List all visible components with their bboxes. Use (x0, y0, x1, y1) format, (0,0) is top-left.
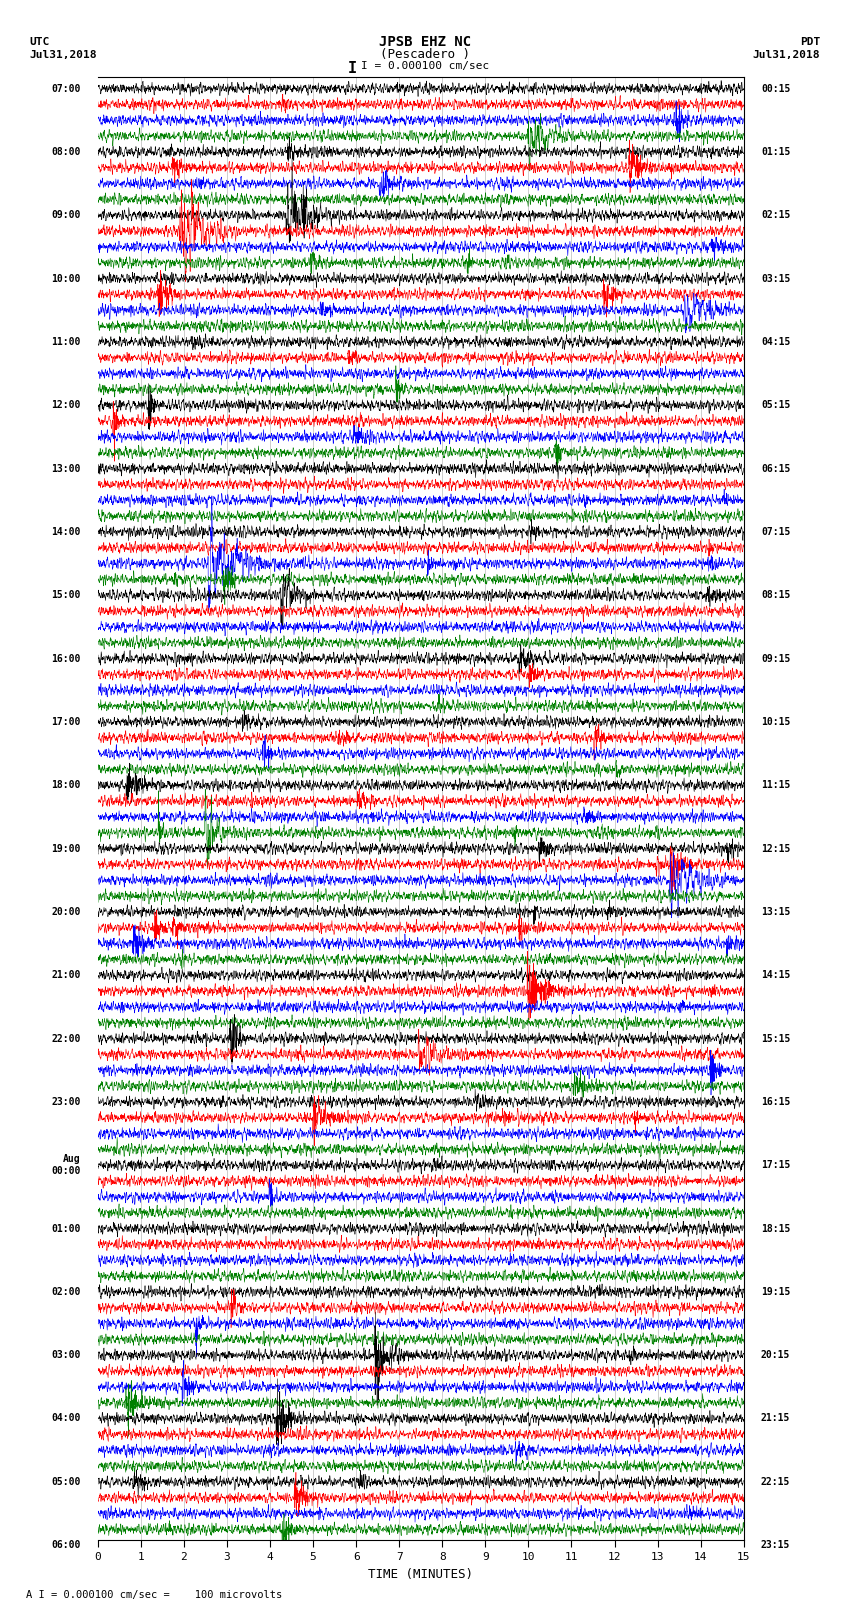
Text: 13:15: 13:15 (761, 907, 790, 916)
Text: 04:15: 04:15 (761, 337, 790, 347)
Text: 17:15: 17:15 (761, 1160, 790, 1169)
Text: 20:15: 20:15 (761, 1350, 790, 1360)
Text: 18:15: 18:15 (761, 1224, 790, 1234)
Text: 01:15: 01:15 (761, 147, 790, 156)
Text: JPSB EHZ NC: JPSB EHZ NC (379, 35, 471, 50)
Text: UTC: UTC (30, 37, 50, 47)
Text: 05:00: 05:00 (51, 1478, 81, 1487)
Text: 05:15: 05:15 (761, 400, 790, 410)
Text: 09:00: 09:00 (51, 210, 81, 219)
Text: 23:15: 23:15 (761, 1540, 790, 1550)
Text: 19:15: 19:15 (761, 1287, 790, 1297)
Text: 08:15: 08:15 (761, 590, 790, 600)
Text: 15:00: 15:00 (51, 590, 81, 600)
Text: 04:00: 04:00 (51, 1413, 81, 1424)
Text: 12:15: 12:15 (761, 844, 790, 853)
Text: 18:00: 18:00 (51, 781, 81, 790)
Text: 06:00: 06:00 (51, 1540, 81, 1550)
X-axis label: TIME (MINUTES): TIME (MINUTES) (368, 1568, 473, 1581)
Text: 11:00: 11:00 (51, 337, 81, 347)
Text: 14:15: 14:15 (761, 969, 790, 981)
Text: 00:15: 00:15 (761, 84, 790, 94)
Text: 15:15: 15:15 (761, 1034, 790, 1044)
Text: 08:00: 08:00 (51, 147, 81, 156)
Text: PDT: PDT (800, 37, 820, 47)
Text: Aug
00:00: Aug 00:00 (51, 1155, 81, 1176)
Text: 16:15: 16:15 (761, 1097, 790, 1107)
Text: 07:00: 07:00 (51, 84, 81, 94)
Text: 13:00: 13:00 (51, 463, 81, 474)
Text: 01:00: 01:00 (51, 1224, 81, 1234)
Text: A I = 0.000100 cm/sec =    100 microvolts: A I = 0.000100 cm/sec = 100 microvolts (26, 1590, 281, 1600)
Text: 23:00: 23:00 (51, 1097, 81, 1107)
Text: 12:00: 12:00 (51, 400, 81, 410)
Text: I: I (348, 61, 357, 76)
Text: 10:00: 10:00 (51, 274, 81, 284)
Text: 09:15: 09:15 (761, 653, 790, 663)
Text: 19:00: 19:00 (51, 844, 81, 853)
Text: I = 0.000100 cm/sec: I = 0.000100 cm/sec (361, 61, 489, 71)
Text: 14:00: 14:00 (51, 527, 81, 537)
Text: 20:00: 20:00 (51, 907, 81, 916)
Text: 21:00: 21:00 (51, 969, 81, 981)
Text: 06:15: 06:15 (761, 463, 790, 474)
Text: (Pescadero ): (Pescadero ) (380, 48, 470, 61)
Text: 22:00: 22:00 (51, 1034, 81, 1044)
Text: 11:15: 11:15 (761, 781, 790, 790)
Text: 03:00: 03:00 (51, 1350, 81, 1360)
Text: 10:15: 10:15 (761, 716, 790, 727)
Text: 02:15: 02:15 (761, 210, 790, 219)
Text: 07:15: 07:15 (761, 527, 790, 537)
Text: 22:15: 22:15 (761, 1478, 790, 1487)
Text: 21:15: 21:15 (761, 1413, 790, 1424)
Text: 17:00: 17:00 (51, 716, 81, 727)
Text: Jul31,2018: Jul31,2018 (753, 50, 820, 60)
Text: 03:15: 03:15 (761, 274, 790, 284)
Text: 16:00: 16:00 (51, 653, 81, 663)
Text: Jul31,2018: Jul31,2018 (30, 50, 97, 60)
Text: 02:00: 02:00 (51, 1287, 81, 1297)
